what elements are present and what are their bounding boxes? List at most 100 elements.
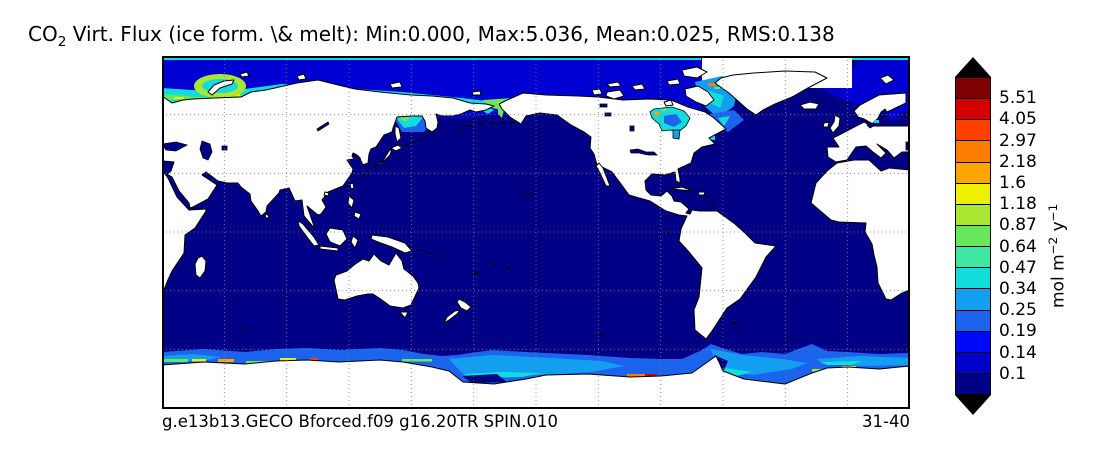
unit-sup1: −2 xyxy=(1046,236,1060,255)
land-borneo xyxy=(325,227,348,247)
map-land xyxy=(161,66,911,410)
inland-seas xyxy=(161,103,911,161)
land-svalbard xyxy=(879,74,895,85)
lake-baikal xyxy=(316,121,330,132)
colorbar-tick-label: 0.19 xyxy=(999,321,1037,342)
colorbar-segment xyxy=(956,78,990,99)
colorbar-segment xyxy=(956,203,990,225)
black-sea xyxy=(161,141,189,152)
colorbar-segment xyxy=(956,372,990,395)
title-rest: Virt. Flux (ice form. \& melt): Min:0.00… xyxy=(66,22,835,46)
colorbar-segment xyxy=(956,309,990,331)
land-franz-josef xyxy=(239,71,250,78)
land-madagascar xyxy=(194,255,207,279)
colorbar-arrow-top xyxy=(955,57,991,77)
land-sulawesi xyxy=(350,235,359,249)
case-name-label: g.e13b13.GECO Bforced.f09 g16.20TR SPIN.… xyxy=(162,412,559,431)
land-africa-west xyxy=(810,159,911,301)
land-australia xyxy=(333,252,420,309)
land-sumatra xyxy=(297,220,320,247)
land-greenland xyxy=(714,70,828,116)
colorbar-tick-label: 2.97 xyxy=(999,130,1037,151)
land-sri-lanka xyxy=(264,213,270,220)
colorbar-tick-label: 5.51 xyxy=(999,88,1037,109)
land-hokkaido xyxy=(390,144,403,152)
land-europe xyxy=(826,119,911,163)
land-southampton xyxy=(663,99,674,107)
land-britain xyxy=(829,114,841,134)
colorbar-tick-label: 1.18 xyxy=(999,194,1037,215)
colorbar-segment xyxy=(956,224,990,247)
colorbar-segment xyxy=(956,140,990,162)
time-range-label: 31-40 xyxy=(862,412,910,431)
land-baja xyxy=(595,162,611,187)
hudson-orange-spot xyxy=(654,112,660,115)
land-ireland xyxy=(822,121,830,128)
colorbar-segment xyxy=(956,161,990,183)
unit-sup2: −1 xyxy=(1046,203,1060,222)
plot-title: CO2 Virt. Flux (ice form. \& melt): Min:… xyxy=(28,22,835,50)
colorbar-tick-label: 0.34 xyxy=(999,279,1037,299)
subtitle-row: g.e13b13.GECO Bforced.f09 g16.20TR SPIN.… xyxy=(162,412,910,431)
title-subscript: 2 xyxy=(57,34,67,50)
colorbar-segment xyxy=(956,351,990,373)
land-cuba xyxy=(670,186,694,192)
great-bear-lake xyxy=(599,103,608,108)
baltic-cyan-spot xyxy=(874,120,879,123)
colorbar-tick-label: 0.47 xyxy=(999,257,1037,278)
land-baffin xyxy=(684,85,715,107)
lake-winnipeg xyxy=(629,125,635,132)
colorbar-segment xyxy=(956,98,990,120)
colorbar-segment xyxy=(956,330,990,352)
land-scandinavia xyxy=(853,92,907,125)
colorbar-tick-label: 4.05 xyxy=(999,109,1037,130)
land-africa-east xyxy=(161,169,207,293)
small-islands xyxy=(243,122,789,342)
land-melville xyxy=(606,81,622,88)
land-banks xyxy=(591,88,603,96)
hudson-bay-inner xyxy=(664,114,682,127)
land-antarctica xyxy=(161,355,911,410)
land-eurasia xyxy=(161,79,495,230)
colorbar-arrow-bottom xyxy=(955,395,991,415)
colorbar-tick-label: 0.87 xyxy=(999,215,1037,236)
land-hainan xyxy=(323,191,330,197)
world-map xyxy=(161,56,911,410)
land-prince-patrick xyxy=(631,83,646,91)
great-lakes xyxy=(629,148,658,156)
colorbar-tick-label: 0.25 xyxy=(999,300,1037,321)
land-ellesmere xyxy=(681,66,708,79)
land-mindanao xyxy=(353,211,362,220)
land-novaya-zemlya xyxy=(207,79,235,96)
unit-base1: mol m xyxy=(1048,254,1069,308)
colorbar-tick-label: 1.6 xyxy=(999,173,1027,193)
colorbar-segment xyxy=(956,288,990,310)
colorbar-segment xyxy=(956,267,990,289)
map-plot xyxy=(161,56,911,410)
colorbar-segment xyxy=(956,246,990,268)
land-devon xyxy=(666,78,681,86)
land-taiwan xyxy=(349,182,355,190)
colorbar xyxy=(955,77,991,395)
hudson-green-spot xyxy=(661,109,667,111)
land-luzon xyxy=(347,195,355,209)
unit-base2: y xyxy=(1048,221,1069,237)
land-nz-north xyxy=(456,298,472,312)
graticule xyxy=(162,56,910,409)
land-new-guinea xyxy=(370,234,413,254)
land-americas xyxy=(498,92,777,340)
land-hispaniola xyxy=(697,191,706,196)
land-severnaya-zemlya xyxy=(296,73,307,81)
colorbar-tick-label: 0.64 xyxy=(999,236,1037,257)
land-nz-south xyxy=(443,309,461,324)
colorbar-tick-label: 0.1 xyxy=(999,363,1027,384)
colorbar-tick-label: 2.18 xyxy=(999,151,1037,172)
land-wrangel xyxy=(471,90,482,96)
caspian-sea xyxy=(199,140,213,161)
land-victoria xyxy=(605,89,625,100)
land-sakhalin xyxy=(394,125,402,143)
colorbar-unit-label: mol m−2 y−1 xyxy=(1046,204,1069,308)
land-tasmania xyxy=(399,311,409,319)
james-bay xyxy=(672,129,681,140)
